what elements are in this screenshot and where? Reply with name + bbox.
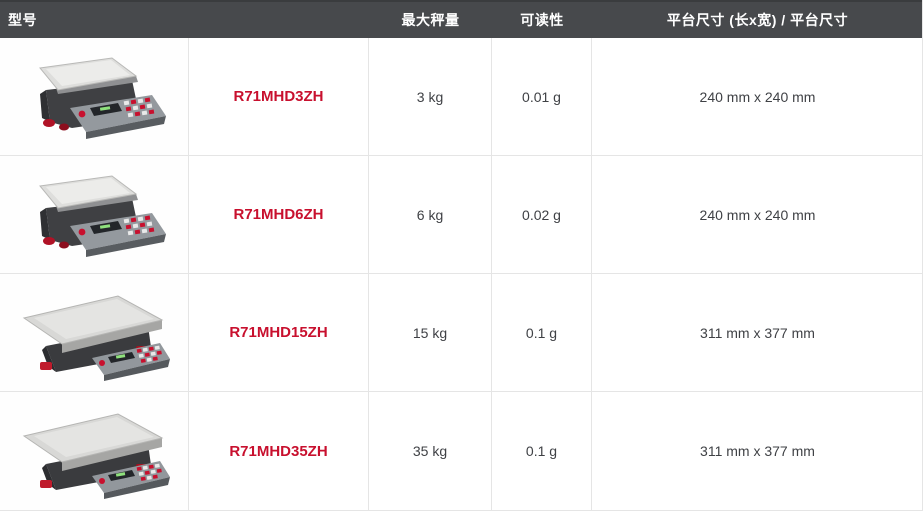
column-header-readability: 可读性	[520, 12, 564, 28]
product-image-large-scale[interactable]	[0, 392, 189, 510]
column-header-platform-size: 平台尺寸 (长x宽) / 平台尺寸	[666, 12, 849, 28]
model-link[interactable]: R71MHD6ZH	[189, 156, 369, 273]
capacity-value: 35 kg	[369, 392, 492, 510]
product-image-compact-scale[interactable]	[0, 156, 189, 273]
platform-size-value: 240 mm x 240 mm	[699, 206, 816, 223]
readability-value: 0.02 g	[492, 156, 592, 273]
large-bench-scale-image	[23, 413, 171, 500]
compact-bench-scale-image	[39, 57, 166, 139]
readability-value: 0.1 g	[492, 274, 592, 391]
column-header-capacity: 最大秤量	[401, 12, 460, 28]
readability-value: 0.1 g	[492, 392, 592, 510]
table-row: R71MHD6ZH 6 kg 0.02 g 240 mm x 240 mm	[0, 156, 922, 274]
model-link[interactable]: R71MHD15ZH	[189, 274, 369, 391]
model-link[interactable]: R71MHD3ZH	[189, 38, 369, 155]
readability-value: 0.01 g	[492, 38, 592, 155]
large-bench-scale-image	[23, 295, 171, 381]
column-header-model: 型号	[8, 12, 37, 28]
capacity-value: 6 kg	[369, 156, 492, 273]
capacity-value: 15 kg	[369, 274, 492, 391]
platform-size-value: 311 mm x 377 mm	[700, 324, 815, 341]
model-link[interactable]: R71MHD35ZH	[189, 392, 369, 510]
table-header-row: 型号 最大秤量 可读性 平台尺寸 (长x宽) / 平台尺寸	[0, 0, 922, 38]
table-row: R71MHD3ZH 3 kg 0.01 g 240 mm x 240 mm	[0, 38, 922, 156]
product-image-large-scale[interactable]	[0, 274, 189, 391]
table-row: R71MHD15ZH 15 kg 0.1 g 311 mm x 377 mm	[0, 274, 922, 392]
table-row: R71MHD35ZH 35 kg 0.1 g 311 mm x 377 mm	[0, 392, 922, 510]
capacity-value: 3 kg	[369, 38, 492, 155]
platform-size-value: 311 mm x 377 mm	[700, 443, 815, 459]
platform-size-value: 240 mm x 240 mm	[699, 88, 816, 105]
compact-bench-scale-image	[39, 175, 166, 257]
product-image-compact-scale[interactable]	[0, 38, 189, 155]
